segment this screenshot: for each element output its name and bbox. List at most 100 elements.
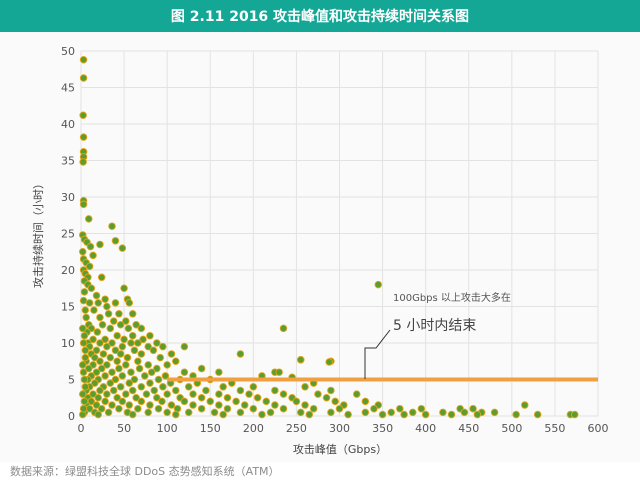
data-point-215 [197,404,206,413]
data-point-111 [197,364,206,373]
data-point-52 [116,321,125,329]
data-point-254 [400,410,408,419]
data-point-113 [108,368,116,376]
data-point-236 [296,408,305,417]
data-point-22 [85,262,94,271]
data-point-92 [123,353,132,362]
x-tick-label-1: 50 [117,422,131,435]
data-point-151 [301,383,309,391]
data-point-172 [352,390,361,398]
data-point-119 [275,368,283,376]
data-point-44 [115,310,123,318]
data-point-180 [223,394,232,402]
data-point-201 [167,401,176,409]
data-point-77 [144,342,152,351]
data-point-246 [94,410,102,419]
annotation-line-2: 5 小时内结束 [393,318,476,334]
data-point-96 [113,357,121,366]
data-point-169 [245,390,253,398]
data-point-56 [124,324,133,333]
data-point-197 [92,401,101,409]
x-tick-label-2: 100 [157,422,178,435]
data-point-129 [111,375,120,384]
data-point-130 [130,375,139,384]
data-point-98 [172,357,180,366]
x-tick-label-5: 250 [286,422,307,435]
y-tick-label-0: 0 [68,410,75,423]
data-point-163 [103,390,111,398]
data-point-2 [79,111,87,119]
y-tick-label-9: 45 [61,82,75,95]
data-point-124 [161,372,170,380]
data-point-121 [101,372,109,380]
data-point-242 [460,408,469,417]
data-point-222 [396,404,404,413]
data-point-266 [325,358,333,366]
data-point-85 [99,350,108,358]
data-point-167 [189,390,197,398]
data-point-147 [159,383,167,391]
data-point-33 [120,284,128,292]
data-point-237 [327,408,335,417]
data-point-155 [128,386,137,395]
data-point-115 [147,368,156,376]
data-point-31 [92,291,101,300]
data-point-200 [146,401,154,409]
data-point-45 [128,310,137,318]
data-point-76 [118,342,127,351]
x-tick-label-7: 350 [372,422,393,435]
data-point-97 [134,357,142,366]
data-point-231 [163,408,171,417]
data-point-149 [219,383,227,391]
data-point-175 [113,394,121,402]
data-point-55 [106,324,115,333]
data-point-265 [374,280,383,289]
data-point-32 [101,295,109,303]
data-point-263 [279,324,288,333]
x-tick-label-3: 150 [200,422,221,435]
data-point-80 [92,346,101,355]
data-point-274 [81,383,90,391]
data-point-57 [137,324,146,333]
data-point-188 [158,397,166,406]
data-point-72 [153,339,161,347]
data-point-192 [262,397,271,406]
data-point-165 [142,390,151,398]
data-point-183 [322,394,331,402]
data-point-108 [115,364,123,373]
data-point-123 [141,372,149,380]
data-point-174 [94,394,102,402]
data-point-90 [91,353,99,362]
data-point-78 [159,342,167,351]
x-tick-label-12: 600 [588,422,609,435]
data-point-49 [122,317,130,325]
data-point-136 [106,379,115,387]
data-point-19 [96,240,104,249]
y-tick-label-1: 5 [68,374,75,387]
data-point-223 [417,404,426,413]
data-point-164 [122,390,130,398]
data-point-68 [96,339,104,347]
data-point-252 [344,410,352,419]
x-tick-label-4: 200 [243,422,264,435]
data-point-36 [85,299,94,307]
data-point-106 [85,364,93,373]
data-point-138 [146,379,154,387]
data-point-257 [473,410,482,419]
data-point-114 [127,368,135,376]
data-point-91 [106,353,115,362]
annotation-leader-line [364,329,391,379]
x-tick-label-10: 500 [501,422,522,435]
y-axis-label: 攻击持续时间（小时） [31,178,45,288]
data-point-102 [144,361,152,369]
data-point-1 [79,74,88,82]
data-point-95 [96,357,104,366]
data-point-249 [219,410,227,419]
data-point-131 [154,375,163,384]
data-point-238 [361,408,370,417]
data-point-160 [271,386,279,395]
data-point-261 [570,410,579,419]
data-point-239 [387,408,395,417]
data-point-193 [292,397,301,406]
data-point-93 [156,353,165,362]
